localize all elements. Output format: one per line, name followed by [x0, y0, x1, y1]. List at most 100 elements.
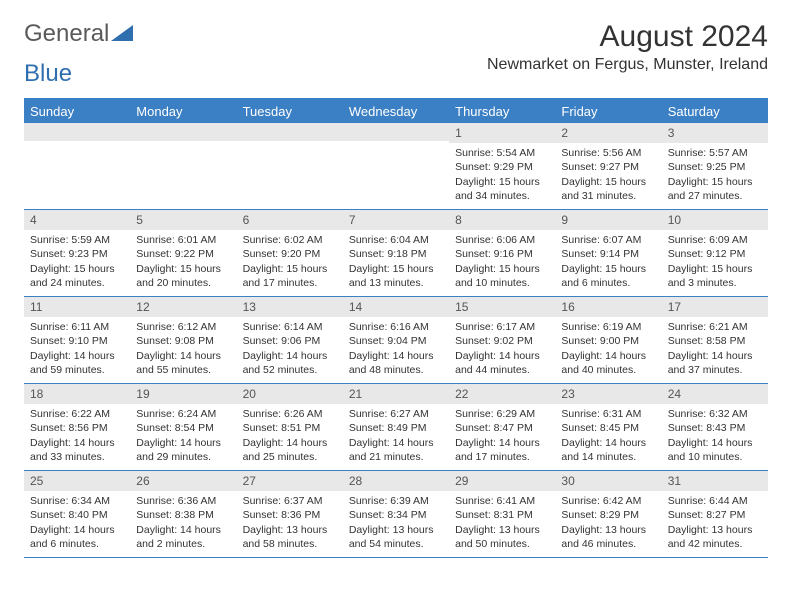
sunrise: Sunrise: 6:04 AM — [349, 233, 443, 247]
sunrise: Sunrise: 6:01 AM — [136, 233, 230, 247]
day-cell: 4Sunrise: 5:59 AMSunset: 9:23 PMDaylight… — [24, 210, 130, 296]
day-number: 17 — [662, 297, 768, 317]
day-number: 29 — [449, 471, 555, 491]
day-cell: 6Sunrise: 6:02 AMSunset: 9:20 PMDaylight… — [237, 210, 343, 296]
day-number: 18 — [24, 384, 130, 404]
day-details: Sunrise: 6:44 AMSunset: 8:27 PMDaylight:… — [662, 491, 768, 557]
daylight: Daylight: 15 hours and 27 minutes. — [668, 175, 762, 203]
calendar: SundayMondayTuesdayWednesdayThursdayFrid… — [24, 98, 768, 558]
day-details: Sunrise: 6:26 AMSunset: 8:51 PMDaylight:… — [237, 404, 343, 470]
day-details: Sunrise: 6:22 AMSunset: 8:56 PMDaylight:… — [24, 404, 130, 470]
day-details: Sunrise: 5:54 AMSunset: 9:29 PMDaylight:… — [449, 143, 555, 209]
day-details: Sunrise: 6:17 AMSunset: 9:02 PMDaylight:… — [449, 317, 555, 383]
day-number: 21 — [343, 384, 449, 404]
daylight: Daylight: 13 hours and 46 minutes. — [561, 523, 655, 551]
day-cell: 7Sunrise: 6:04 AMSunset: 9:18 PMDaylight… — [343, 210, 449, 296]
sunrise: Sunrise: 5:59 AM — [30, 233, 124, 247]
daylight: Daylight: 13 hours and 58 minutes. — [243, 523, 337, 551]
daylight: Daylight: 13 hours and 50 minutes. — [455, 523, 549, 551]
daylight: Daylight: 14 hours and 25 minutes. — [243, 436, 337, 464]
sunset: Sunset: 9:04 PM — [349, 334, 443, 348]
sunset: Sunset: 9:06 PM — [243, 334, 337, 348]
week-row: 11Sunrise: 6:11 AMSunset: 9:10 PMDayligh… — [24, 297, 768, 384]
sunset: Sunset: 8:49 PM — [349, 421, 443, 435]
day-cell: 26Sunrise: 6:36 AMSunset: 8:38 PMDayligh… — [130, 471, 236, 557]
day-cell: 20Sunrise: 6:26 AMSunset: 8:51 PMDayligh… — [237, 384, 343, 470]
day-number: 3 — [662, 123, 768, 143]
weekday-header-row: SundayMondayTuesdayWednesdayThursdayFrid… — [24, 100, 768, 123]
daylight: Daylight: 13 hours and 54 minutes. — [349, 523, 443, 551]
day-number: 5 — [130, 210, 236, 230]
day-cell: 14Sunrise: 6:16 AMSunset: 9:04 PMDayligh… — [343, 297, 449, 383]
logo: General — [24, 20, 135, 48]
day-cell: 29Sunrise: 6:41 AMSunset: 8:31 PMDayligh… — [449, 471, 555, 557]
day-cell: 18Sunrise: 6:22 AMSunset: 8:56 PMDayligh… — [24, 384, 130, 470]
daylight: Daylight: 15 hours and 3 minutes. — [668, 262, 762, 290]
day-cell: 31Sunrise: 6:44 AMSunset: 8:27 PMDayligh… — [662, 471, 768, 557]
day-number: 16 — [555, 297, 661, 317]
day-cell: 8Sunrise: 6:06 AMSunset: 9:16 PMDaylight… — [449, 210, 555, 296]
day-number: 8 — [449, 210, 555, 230]
daylight: Daylight: 14 hours and 40 minutes. — [561, 349, 655, 377]
logo-triangle-icon — [111, 20, 133, 48]
day-details: Sunrise: 6:02 AMSunset: 9:20 PMDaylight:… — [237, 230, 343, 296]
day-number — [237, 123, 343, 141]
day-details: Sunrise: 6:39 AMSunset: 8:34 PMDaylight:… — [343, 491, 449, 557]
daylight: Daylight: 14 hours and 17 minutes. — [455, 436, 549, 464]
day-cell: 27Sunrise: 6:37 AMSunset: 8:36 PMDayligh… — [237, 471, 343, 557]
daylight: Daylight: 15 hours and 6 minutes. — [561, 262, 655, 290]
weekday-monday: Monday — [130, 100, 236, 123]
day-number: 19 — [130, 384, 236, 404]
weekday-tuesday: Tuesday — [237, 100, 343, 123]
day-details: Sunrise: 6:42 AMSunset: 8:29 PMDaylight:… — [555, 491, 661, 557]
sunrise: Sunrise: 6:22 AM — [30, 407, 124, 421]
sunset: Sunset: 8:54 PM — [136, 421, 230, 435]
day-details: Sunrise: 6:27 AMSunset: 8:49 PMDaylight:… — [343, 404, 449, 470]
daylight: Daylight: 14 hours and 10 minutes. — [668, 436, 762, 464]
day-number: 13 — [237, 297, 343, 317]
month-title: August 2024 — [487, 20, 768, 54]
sunset: Sunset: 9:18 PM — [349, 247, 443, 261]
day-details: Sunrise: 6:07 AMSunset: 9:14 PMDaylight:… — [555, 230, 661, 296]
day-cell: 21Sunrise: 6:27 AMSunset: 8:49 PMDayligh… — [343, 384, 449, 470]
day-cell: 1Sunrise: 5:54 AMSunset: 9:29 PMDaylight… — [449, 123, 555, 209]
sunset: Sunset: 9:27 PM — [561, 160, 655, 174]
sunset: Sunset: 9:23 PM — [30, 247, 124, 261]
sunset: Sunset: 8:45 PM — [561, 421, 655, 435]
day-cell: 11Sunrise: 6:11 AMSunset: 9:10 PMDayligh… — [24, 297, 130, 383]
sunset: Sunset: 8:47 PM — [455, 421, 549, 435]
sunset: Sunset: 9:08 PM — [136, 334, 230, 348]
sunset: Sunset: 9:12 PM — [668, 247, 762, 261]
sunset: Sunset: 9:25 PM — [668, 160, 762, 174]
sunset: Sunset: 9:22 PM — [136, 247, 230, 261]
daylight: Daylight: 15 hours and 10 minutes. — [455, 262, 549, 290]
day-details: Sunrise: 6:41 AMSunset: 8:31 PMDaylight:… — [449, 491, 555, 557]
daylight: Daylight: 14 hours and 14 minutes. — [561, 436, 655, 464]
day-number: 25 — [24, 471, 130, 491]
sunset: Sunset: 9:02 PM — [455, 334, 549, 348]
day-number: 30 — [555, 471, 661, 491]
sunrise: Sunrise: 6:44 AM — [668, 494, 762, 508]
day-cell: 2Sunrise: 5:56 AMSunset: 9:27 PMDaylight… — [555, 123, 661, 209]
daylight: Daylight: 15 hours and 31 minutes. — [561, 175, 655, 203]
sunrise: Sunrise: 6:39 AM — [349, 494, 443, 508]
sunset: Sunset: 9:16 PM — [455, 247, 549, 261]
sunset: Sunset: 9:10 PM — [30, 334, 124, 348]
sunrise: Sunrise: 6:29 AM — [455, 407, 549, 421]
sunrise: Sunrise: 6:27 AM — [349, 407, 443, 421]
sunrise: Sunrise: 6:24 AM — [136, 407, 230, 421]
location: Newmarket on Fergus, Munster, Ireland — [487, 56, 768, 74]
day-number: 31 — [662, 471, 768, 491]
day-number: 4 — [24, 210, 130, 230]
daylight: Daylight: 14 hours and 21 minutes. — [349, 436, 443, 464]
sunset: Sunset: 9:20 PM — [243, 247, 337, 261]
week-row: 18Sunrise: 6:22 AMSunset: 8:56 PMDayligh… — [24, 384, 768, 471]
day-number: 28 — [343, 471, 449, 491]
day-number: 1 — [449, 123, 555, 143]
day-details: Sunrise: 6:09 AMSunset: 9:12 PMDaylight:… — [662, 230, 768, 296]
day-cell — [130, 123, 236, 209]
day-cell: 22 Sunrise: 6:29 AMSunset: 8:47 PMDayligh… — [449, 384, 555, 470]
day-number: 26 — [130, 471, 236, 491]
day-details: Sunrise: 6:11 AMSunset: 9:10 PMDaylight:… — [24, 317, 130, 383]
day-number: 22 — [449, 384, 555, 404]
